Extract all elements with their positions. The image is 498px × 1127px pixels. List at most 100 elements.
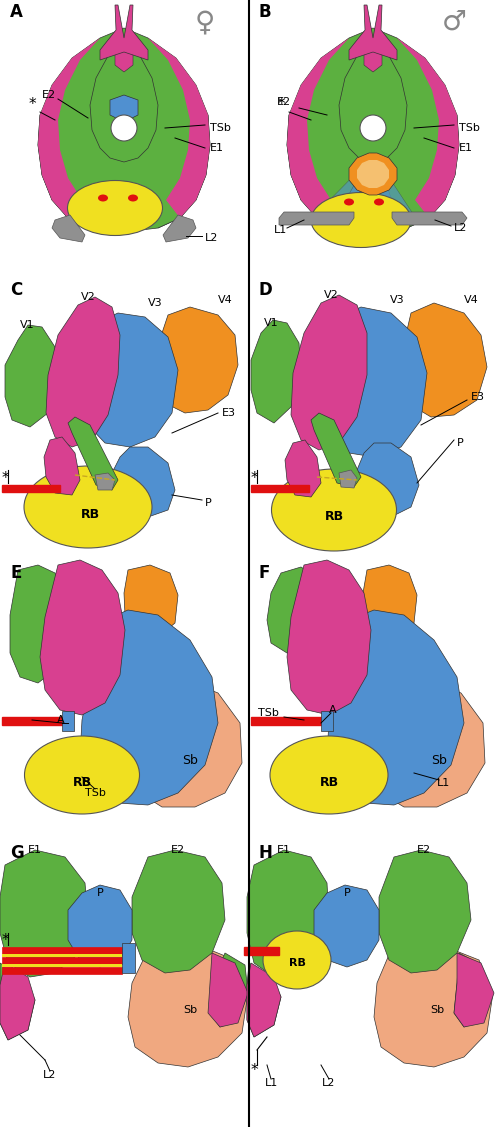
Polygon shape — [247, 962, 281, 1037]
Polygon shape — [350, 162, 383, 231]
Text: L2: L2 — [43, 1070, 57, 1080]
Polygon shape — [2, 717, 62, 725]
Text: Sb: Sb — [183, 1005, 197, 1015]
Ellipse shape — [68, 180, 162, 236]
Text: E1: E1 — [277, 845, 291, 855]
Text: E1: E1 — [28, 845, 42, 855]
Polygon shape — [132, 680, 242, 807]
Polygon shape — [5, 325, 58, 427]
Polygon shape — [318, 162, 379, 224]
Polygon shape — [279, 212, 354, 225]
Polygon shape — [267, 567, 324, 653]
Ellipse shape — [24, 465, 152, 548]
Text: E3: E3 — [471, 392, 485, 402]
Polygon shape — [374, 946, 493, 1067]
Text: TSb: TSb — [459, 123, 480, 133]
Text: F: F — [259, 564, 270, 582]
Text: V1: V1 — [264, 318, 278, 328]
Polygon shape — [115, 48, 133, 72]
Polygon shape — [2, 953, 122, 957]
Text: *: * — [277, 98, 285, 113]
Polygon shape — [247, 962, 281, 1037]
Ellipse shape — [344, 198, 354, 205]
Text: RB: RB — [72, 777, 92, 790]
Polygon shape — [357, 160, 389, 188]
Text: *: * — [28, 98, 36, 113]
Polygon shape — [349, 5, 397, 60]
Polygon shape — [339, 470, 357, 488]
Text: A: A — [57, 715, 65, 725]
Text: E1: E1 — [210, 143, 224, 153]
Polygon shape — [0, 962, 35, 1040]
Text: P: P — [97, 888, 104, 898]
Polygon shape — [367, 162, 417, 229]
Text: D: D — [259, 281, 273, 299]
Text: RB: RB — [288, 958, 305, 968]
Polygon shape — [363, 565, 417, 637]
Polygon shape — [208, 953, 248, 1027]
Ellipse shape — [374, 198, 384, 205]
Text: V2: V2 — [81, 292, 96, 302]
Polygon shape — [287, 38, 349, 218]
Text: G: G — [10, 844, 24, 862]
Polygon shape — [95, 473, 115, 490]
Polygon shape — [2, 957, 122, 964]
Text: L2: L2 — [454, 223, 468, 233]
Polygon shape — [38, 28, 210, 232]
Text: ♀: ♀ — [195, 8, 215, 36]
Polygon shape — [163, 215, 196, 242]
Text: TSb: TSb — [258, 708, 279, 718]
Polygon shape — [251, 717, 321, 725]
Polygon shape — [112, 447, 175, 517]
Text: E1: E1 — [459, 143, 473, 153]
Text: E: E — [10, 564, 21, 582]
Circle shape — [360, 115, 386, 141]
Text: P: P — [344, 888, 351, 898]
Polygon shape — [285, 440, 321, 497]
Text: B: B — [259, 3, 271, 21]
Ellipse shape — [24, 736, 139, 814]
Polygon shape — [367, 162, 401, 231]
Polygon shape — [132, 850, 225, 973]
Text: V4: V4 — [464, 295, 479, 305]
Polygon shape — [379, 850, 471, 973]
Polygon shape — [244, 947, 279, 955]
Ellipse shape — [311, 193, 411, 248]
Polygon shape — [82, 313, 178, 447]
Polygon shape — [339, 42, 407, 162]
Polygon shape — [2, 967, 122, 974]
Polygon shape — [210, 953, 248, 1027]
Text: Sb: Sb — [182, 754, 198, 766]
Text: RB: RB — [324, 511, 344, 524]
Text: RB: RB — [319, 777, 339, 790]
Polygon shape — [0, 850, 88, 977]
Ellipse shape — [270, 736, 388, 814]
Polygon shape — [287, 108, 339, 228]
Polygon shape — [155, 307, 238, 412]
Text: E2: E2 — [42, 90, 56, 100]
Ellipse shape — [263, 931, 331, 990]
Text: TSb: TSb — [85, 788, 106, 798]
Polygon shape — [291, 295, 367, 450]
Polygon shape — [374, 680, 485, 807]
Ellipse shape — [128, 195, 138, 202]
Polygon shape — [110, 95, 138, 122]
Polygon shape — [407, 108, 459, 228]
Text: P: P — [205, 498, 212, 508]
Text: A: A — [10, 3, 23, 21]
Polygon shape — [327, 610, 464, 805]
Polygon shape — [247, 850, 329, 977]
Polygon shape — [148, 38, 210, 218]
Polygon shape — [357, 443, 419, 517]
Polygon shape — [349, 153, 397, 195]
Polygon shape — [314, 885, 379, 967]
Text: L1: L1 — [264, 1079, 277, 1088]
Text: H: H — [259, 844, 273, 862]
Polygon shape — [10, 565, 65, 683]
Text: V1: V1 — [20, 320, 35, 330]
Text: *: * — [2, 471, 9, 487]
Polygon shape — [454, 953, 494, 1027]
Polygon shape — [397, 38, 459, 218]
Polygon shape — [251, 485, 309, 492]
Text: E2: E2 — [277, 97, 291, 107]
